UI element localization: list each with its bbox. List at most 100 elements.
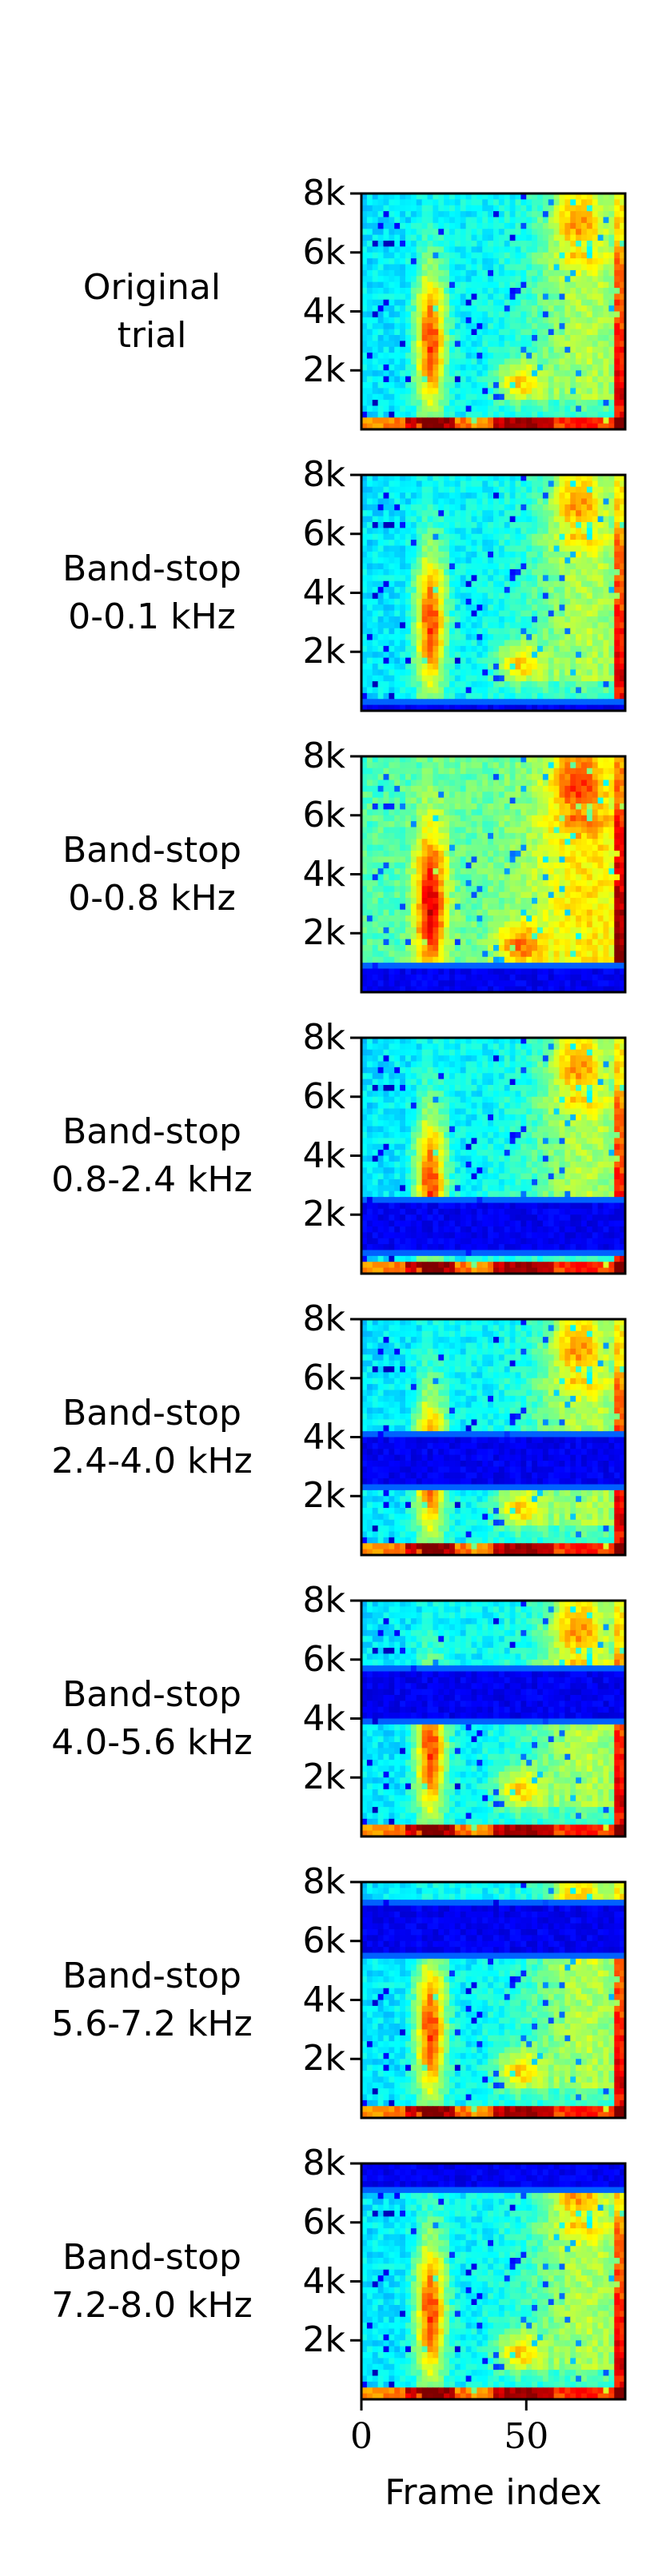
spectrogram-cell <box>394 616 401 623</box>
spectrogram-cell <box>559 616 565 623</box>
spectrogram-cell <box>509 522 516 528</box>
spectrogram-cell <box>597 299 604 306</box>
spectrogram-cell <box>421 346 429 353</box>
spectrogram-cell <box>444 276 450 283</box>
spectrogram-cell <box>449 762 456 769</box>
spectrogram-cell <box>564 563 571 570</box>
spectrogram-cell <box>515 592 521 600</box>
spectrogram-cell <box>537 879 544 887</box>
spectrogram-cell <box>427 856 433 863</box>
spectrogram-cell <box>394 557 401 564</box>
spectrogram-cell <box>564 780 571 787</box>
spectrogram-cell <box>498 299 505 306</box>
spectrogram-cell <box>471 628 477 635</box>
spectrogram-cell <box>526 604 532 612</box>
spectrogram-cell <box>608 411 615 418</box>
spectrogram-cell <box>477 640 483 647</box>
spectrogram-cell <box>454 498 461 505</box>
spectrogram-cell <box>592 211 599 218</box>
spectrogram-cell <box>564 299 571 306</box>
spectrogram-cell <box>581 393 588 401</box>
spectrogram-cell <box>482 797 489 804</box>
spectrogram-cell <box>405 862 412 869</box>
spectrogram-cell <box>592 382 599 389</box>
spectrogram-cell <box>427 504 433 511</box>
spectrogram-cell <box>597 569 604 576</box>
spectrogram-cell <box>444 364 450 371</box>
spectrogram-cell <box>400 839 406 846</box>
spectrogram-cell <box>389 388 395 395</box>
spectrogram-cell <box>405 258 412 265</box>
spectrogram-cell <box>410 311 417 318</box>
spectrogram-cell <box>498 346 505 353</box>
spectrogram-cell <box>515 317 521 324</box>
spectrogram-cell <box>361 809 368 816</box>
spectrogram-cell <box>493 376 500 383</box>
spectrogram-cell <box>372 492 379 500</box>
spectrogram-cell <box>454 604 461 612</box>
spectrogram-cell <box>553 851 560 857</box>
spectrogram-cell <box>620 545 626 552</box>
spectrogram-cell <box>520 610 527 617</box>
spectrogram-cell <box>603 205 609 212</box>
spectrogram-cell <box>504 616 511 623</box>
spectrogram-cell <box>520 640 527 647</box>
spectrogram-cell <box>454 229 461 236</box>
spectrogram-cell <box>515 809 521 816</box>
spectrogram-cell <box>537 610 544 617</box>
spectrogram-cell <box>520 616 527 623</box>
spectrogram-cell <box>361 388 368 395</box>
spectrogram-cell <box>438 299 445 306</box>
spectrogram-cell <box>553 809 560 816</box>
spectrogram-cell <box>493 756 500 763</box>
spectrogram-cell <box>526 774 532 781</box>
spectrogram-cell <box>597 874 604 881</box>
spectrogram-cell <box>416 246 423 253</box>
spectrogram-cell <box>620 879 626 887</box>
spectrogram-cell <box>427 475 433 481</box>
spectrogram-cell <box>488 699 494 706</box>
spectrogram-cell <box>515 756 521 763</box>
spectrogram-cell <box>597 293 604 301</box>
spectrogram-cell <box>361 645 368 652</box>
spectrogram-cell <box>427 229 433 236</box>
spectrogram-cell <box>383 311 389 318</box>
spectrogram-cell <box>603 652 609 659</box>
spectrogram-cell <box>421 856 429 863</box>
spectrogram-cell <box>586 276 593 283</box>
spectrogram-cell <box>597 193 604 200</box>
spectrogram-cell <box>581 687 588 694</box>
spectrogram-cell <box>581 405 588 413</box>
spectrogram-cell <box>394 264 401 271</box>
spectrogram-cell <box>570 293 576 301</box>
spectrogram-cell <box>581 792 588 799</box>
spectrogram-cell <box>520 580 527 588</box>
spectrogram-cell <box>504 370 511 377</box>
spectrogram-cell <box>515 815 521 822</box>
spectrogram-cell <box>498 862 505 869</box>
spectrogram-cell <box>493 687 500 694</box>
spectrogram-cell <box>389 557 395 564</box>
spectrogram-cell <box>498 222 505 229</box>
spectrogram-cell <box>515 862 521 869</box>
spectrogram-cell <box>559 411 565 418</box>
spectrogram-cell <box>449 592 456 600</box>
spectrogram-cell <box>444 370 450 377</box>
spectrogram-cell <box>597 640 604 647</box>
spectrogram-cell <box>389 358 395 365</box>
spectrogram-cell <box>559 341 565 348</box>
spectrogram-cell <box>581 211 588 218</box>
spectrogram-cell <box>389 815 395 822</box>
spectrogram-cell <box>372 699 379 706</box>
spectrogram-cell <box>454 370 461 377</box>
spectrogram-cell <box>433 258 439 265</box>
spectrogram-cell <box>449 797 456 804</box>
spectrogram-cell <box>498 792 505 799</box>
spectrogram-cell <box>460 217 467 224</box>
spectrogram-cell <box>465 516 473 523</box>
spectrogram-cell <box>377 311 385 318</box>
spectrogram-cell <box>576 475 582 481</box>
spectrogram-cell <box>620 580 626 588</box>
spectrogram-cell <box>372 393 379 401</box>
spectrogram-cell <box>526 780 532 787</box>
